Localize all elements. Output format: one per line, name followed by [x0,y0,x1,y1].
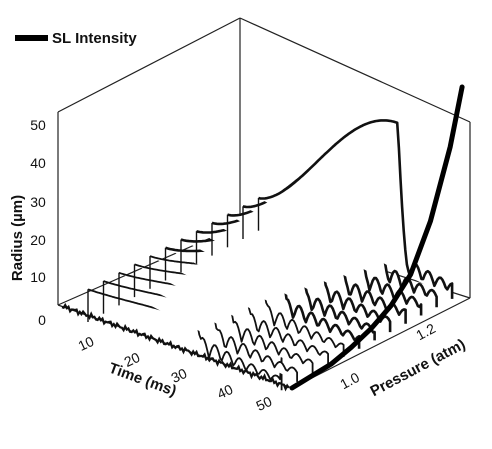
sl-intensity-group [289,84,465,391]
pressure-tick-1-0: 1.0 [337,369,362,392]
radius-tick-0: 0 [38,312,46,328]
time-tick-10: 10 [75,333,96,354]
pressure-tick-1-2: 1.2 [413,320,438,343]
time-axis-label: Time (ms) [106,360,178,400]
floor-noise [61,302,290,392]
legend: SL Intensity [15,30,137,47]
pressure-axis-line [291,297,471,389]
legend-label: SL Intensity [52,30,137,47]
radius-tick-30: 30 [30,194,46,210]
radius-tick-50: 50 [30,117,46,133]
radius-axis: 0 10 20 30 40 50 Radius (µm) [9,117,46,328]
radius-axis-label: Radius (µm) [9,195,26,281]
box-back-right-top [239,17,471,123]
time-floor-trace [61,302,290,392]
radius-tick-20: 20 [30,232,46,248]
box-back-top [57,17,241,113]
time-tick-40: 40 [214,381,235,402]
time-tick-30: 30 [168,365,189,386]
radius-tick-40: 40 [30,155,46,171]
radius-traces [87,119,454,391]
time-tick-50: 50 [253,393,274,414]
time-tick-20: 20 [121,349,142,370]
radius-trace-12 [258,119,454,299]
pressure-axis-label: Pressure (atm) [368,336,469,400]
radius-tick-10: 10 [30,269,46,285]
sl-intensity-curve [289,84,465,391]
